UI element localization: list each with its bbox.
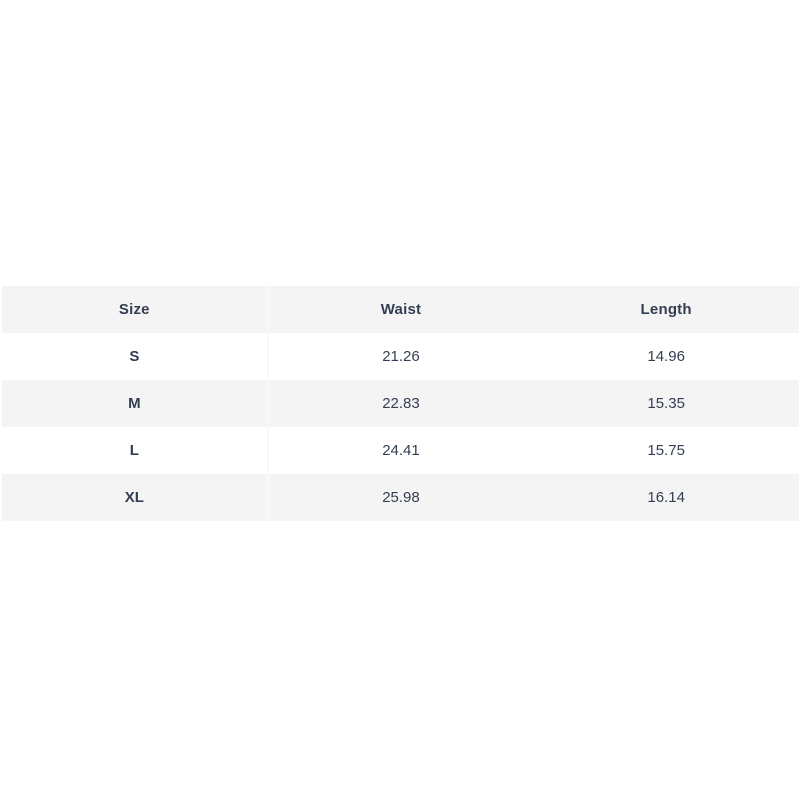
column-header-waist: Waist: [380, 301, 422, 318]
column-header-size: Size: [2, 286, 269, 333]
table-row-l: L 24.41 15.75: [2, 427, 799, 474]
length-cell: 15.75: [647, 442, 685, 459]
size-chart-header: Size Waist Length: [2, 286, 799, 333]
column-header-length: Length: [640, 301, 692, 318]
size-cell: L: [2, 427, 269, 474]
size-cell: S: [2, 333, 269, 380]
size-chart: Size Waist Length S 21.26 14.96 M 22.83 …: [2, 286, 800, 521]
table-row-s: S 21.26 14.96: [2, 333, 799, 380]
waist-cell: 21.26: [382, 348, 420, 365]
length-cell: 16.14: [647, 489, 685, 506]
size-cell: M: [2, 380, 269, 427]
length-cell: 15.35: [647, 395, 685, 412]
waist-cell: 22.83: [382, 395, 420, 412]
length-cell: 14.96: [647, 348, 685, 365]
table-row-m: M 22.83 15.35: [2, 380, 799, 427]
waist-cell: 24.41: [382, 442, 420, 459]
table-row-xl: XL 25.98 16.14: [2, 474, 799, 521]
waist-cell: 25.98: [382, 489, 420, 506]
size-chart-table: Size Waist Length S 21.26 14.96 M 22.83 …: [2, 286, 800, 521]
size-chart-body: S 21.26 14.96 M 22.83 15.35 L 24.41 15.7…: [2, 333, 799, 521]
size-cell: XL: [2, 474, 269, 521]
table-header-row: Size Waist Length: [2, 286, 799, 333]
